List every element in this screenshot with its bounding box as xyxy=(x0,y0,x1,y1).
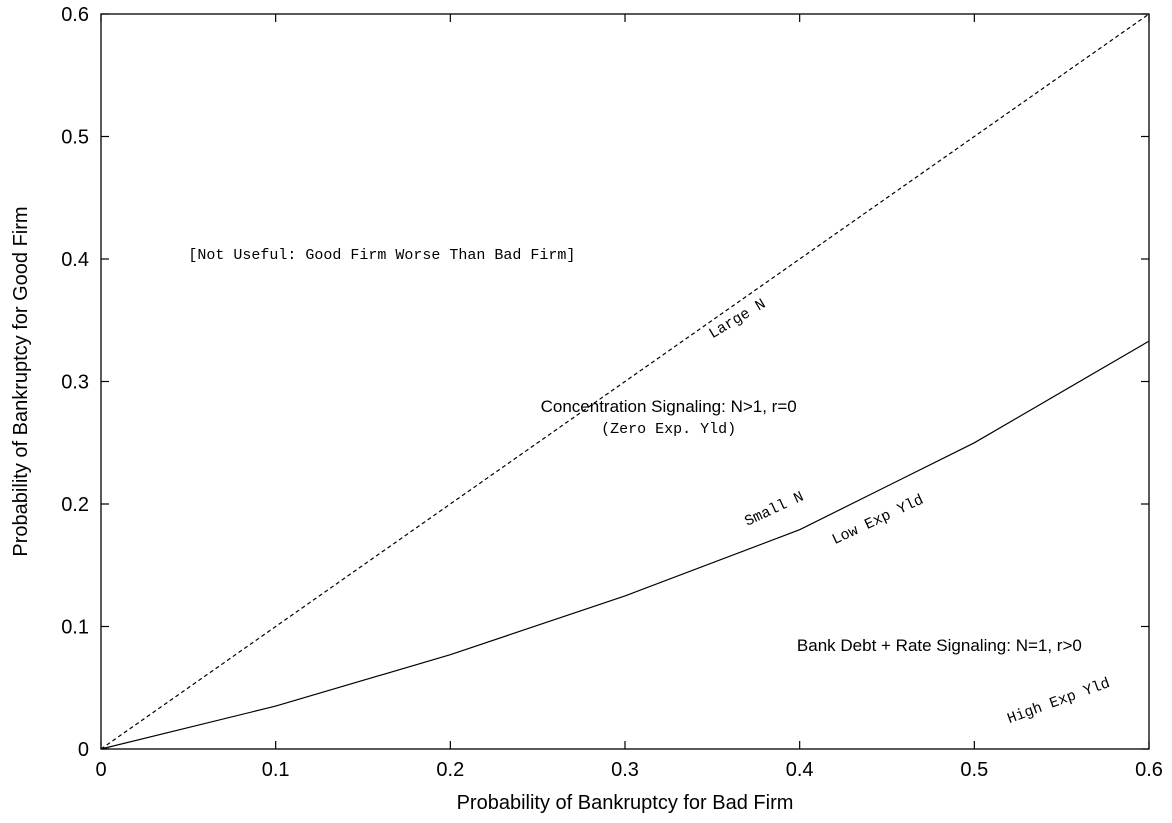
x-axis-label: Probability of Bankruptcy for Bad Firm xyxy=(457,792,794,814)
plot-frame xyxy=(100,13,1150,750)
x-tick-label: 0.5 xyxy=(960,759,988,781)
annotation-label: Concentration Signaling: N>1, r=0 xyxy=(541,397,797,416)
annotation-label: Small N xyxy=(742,489,806,531)
annotation-label: (Zero Exp. Yld) xyxy=(601,421,736,438)
y-tick-label: 0.1 xyxy=(61,617,89,639)
annotation-label: Low Exp Yld xyxy=(830,492,927,549)
y-tick-label: 0.6 xyxy=(61,4,89,26)
ticks-layer: 0 0.1 0.2 0.3 0.4 0.5 0.6 0 0.1 0.2 0.3 0.4 0.5 0.6 xyxy=(61,4,1163,781)
y-tick-label: 0 xyxy=(78,739,89,761)
x-tick-label: 0 xyxy=(95,759,106,781)
x-tick-label: 0.1 xyxy=(262,759,290,781)
y-tick-label: 0.4 xyxy=(61,249,89,271)
x-tick-label: 0.2 xyxy=(436,759,464,781)
y-axis-label: Probability of Bankruptcy for Good Firm xyxy=(10,206,32,556)
y-tick-label: 0.2 xyxy=(61,494,89,516)
annotation-label: [Not Useful: Good Firm Worse Than Bad Fi… xyxy=(188,247,575,264)
x-tick-label: 0.6 xyxy=(1135,759,1163,781)
series-dashed-line xyxy=(100,13,1150,750)
series-layer xyxy=(100,13,1150,750)
annotation-label: High Exp Yld xyxy=(1005,675,1112,728)
y-tick-label: 0.5 xyxy=(61,127,89,149)
annotation-label: Bank Debt + Rate Signaling: N=1, r>0 xyxy=(797,636,1082,655)
y-tick-label: 0.3 xyxy=(61,372,89,394)
x-tick-label: 0.3 xyxy=(611,759,639,781)
annotation-layer: [Not Useful: Good Firm Worse Than Bad Fi… xyxy=(188,247,1112,728)
x-tick-label: 0.4 xyxy=(786,759,814,781)
series-solid-line xyxy=(100,340,1150,750)
